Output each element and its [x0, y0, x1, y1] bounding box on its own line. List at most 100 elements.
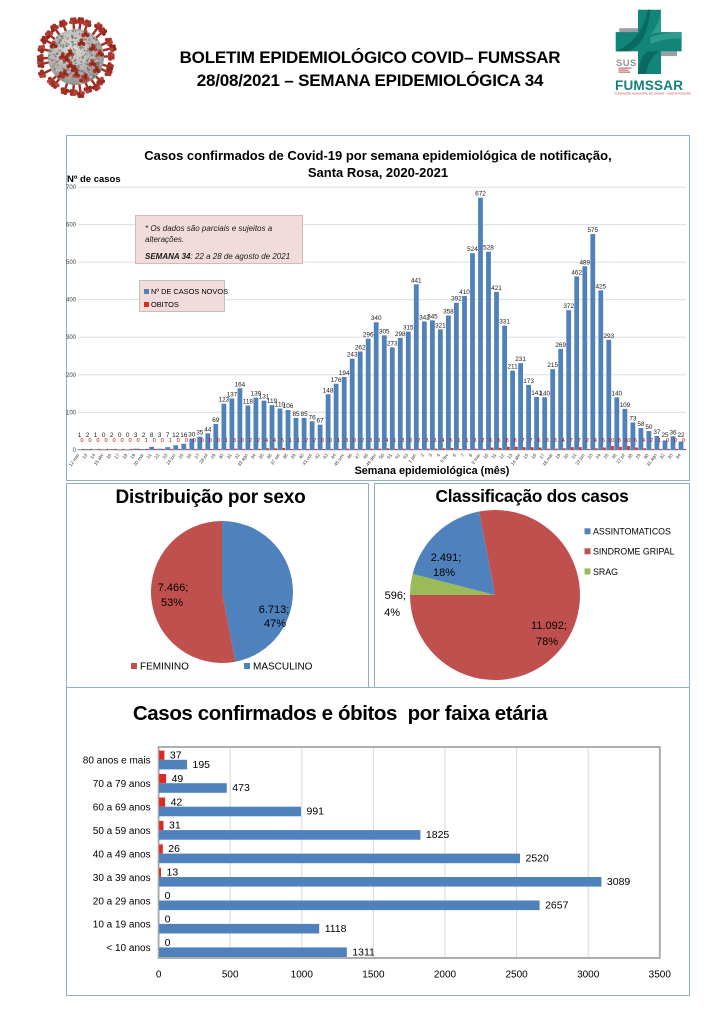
svg-text:1: 1: [337, 438, 340, 444]
svg-text:0: 0: [156, 970, 162, 981]
svg-text:173: 173: [523, 378, 534, 385]
svg-text:7.466;: 7.466;: [158, 582, 189, 594]
svg-text:21: 21: [570, 452, 577, 459]
svg-text:42: 42: [171, 796, 183, 808]
svg-text:0: 0: [682, 438, 685, 444]
svg-text:340: 340: [371, 315, 382, 322]
svg-text:0: 0: [217, 438, 220, 444]
svg-text:8: 8: [468, 452, 474, 457]
svg-text:195: 195: [193, 759, 211, 771]
svg-text:40 a 49 anos: 40 a 49 anos: [93, 849, 151, 860]
svg-text:22: 22: [153, 452, 160, 459]
svg-text:22 jun: 22 jun: [574, 452, 586, 465]
svg-text:35: 35: [196, 430, 204, 437]
svg-text:500: 500: [222, 970, 239, 981]
svg-text:23: 23: [161, 452, 168, 459]
svg-text:4: 4: [562, 438, 565, 444]
svg-text:4: 4: [385, 438, 388, 444]
svg-text:0: 0: [209, 438, 212, 444]
svg-text:3: 3: [546, 438, 549, 444]
svg-text:4%: 4%: [384, 607, 400, 619]
svg-text:33: 33: [667, 452, 674, 459]
svg-text:342: 342: [419, 315, 430, 322]
svg-text:0: 0: [353, 438, 356, 444]
svg-text:6: 6: [452, 452, 458, 457]
svg-text:85: 85: [292, 411, 300, 418]
svg-text:26: 26: [186, 452, 193, 459]
svg-text:< 10 anos: < 10 anos: [106, 943, 150, 954]
svg-text:27: 27: [194, 452, 201, 459]
svg-text:1118: 1118: [325, 923, 347, 935]
svg-text:1000: 1000: [291, 970, 314, 981]
svg-text:20: 20: [562, 452, 569, 459]
svg-text:7: 7: [460, 452, 466, 457]
svg-text:2: 2: [86, 432, 90, 439]
svg-text:13: 13: [167, 867, 179, 879]
svg-text:0: 0: [185, 438, 188, 444]
svg-text:0: 0: [177, 438, 180, 444]
svg-text:176: 176: [331, 377, 342, 384]
svg-text:29: 29: [210, 452, 217, 459]
svg-text:24: 24: [595, 452, 602, 459]
svg-text:11.092;: 11.092;: [531, 620, 567, 632]
svg-text:50 a 59 anos: 50 a 59 anos: [93, 826, 151, 837]
svg-text:24 jun: 24 jun: [165, 452, 177, 465]
svg-text:37 set: 37 set: [270, 452, 282, 466]
svg-text:0: 0: [80, 438, 83, 444]
svg-text:410: 410: [459, 289, 470, 296]
svg-text:3: 3: [369, 438, 372, 444]
svg-text:123: 123: [219, 397, 230, 404]
svg-text:36: 36: [266, 452, 273, 459]
svg-text:215: 215: [547, 362, 558, 369]
svg-text:34: 34: [250, 452, 257, 459]
svg-text:11: 11: [490, 452, 497, 459]
svg-text:25: 25: [603, 452, 610, 459]
svg-text:148: 148: [323, 387, 334, 394]
svg-text:293: 293: [603, 333, 614, 340]
svg-text:0: 0: [409, 438, 412, 444]
svg-text:269: 269: [555, 342, 566, 349]
svg-text:52: 52: [394, 452, 401, 459]
svg-text:25: 25: [178, 452, 185, 459]
svg-text:7: 7: [166, 432, 170, 439]
svg-text:4: 4: [642, 438, 645, 444]
svg-text:321: 321: [435, 322, 446, 329]
svg-text:1: 1: [225, 438, 228, 444]
svg-text:331: 331: [499, 319, 510, 326]
svg-text:3: 3: [377, 438, 380, 444]
svg-text:32: 32: [234, 452, 241, 459]
svg-text:1: 1: [658, 438, 661, 444]
svg-text:296: 296: [363, 332, 374, 339]
svg-text:44: 44: [330, 452, 337, 459]
svg-text:0: 0: [165, 890, 171, 902]
svg-text:1311: 1311: [352, 946, 375, 958]
svg-text:FUNDAÇÃO MUNICIPAL DE SAÚDE -: FUNDAÇÃO MUNICIPAL DE SAÚDE - SANTA ROSA…: [615, 91, 691, 96]
svg-text:7: 7: [522, 438, 525, 444]
svg-text:4: 4: [441, 438, 444, 444]
svg-text:5: 5: [281, 438, 284, 444]
svg-text:1: 1: [145, 438, 148, 444]
svg-text:17: 17: [113, 452, 120, 459]
svg-text:298: 298: [395, 331, 406, 338]
svg-text:0: 0: [241, 438, 244, 444]
svg-text:0: 0: [165, 937, 171, 949]
svg-text:8: 8: [506, 438, 509, 444]
svg-text:0: 0: [201, 438, 204, 444]
svg-text:8: 8: [514, 438, 517, 444]
svg-text:1500: 1500: [362, 970, 385, 981]
svg-text:106: 106: [283, 403, 294, 410]
svg-text:0: 0: [105, 438, 108, 444]
svg-text:31: 31: [226, 452, 233, 459]
svg-text:315: 315: [403, 325, 414, 332]
svg-text:473: 473: [232, 782, 250, 794]
svg-text:400: 400: [66, 298, 77, 304]
svg-text:9 mar: 9 mar: [470, 452, 481, 465]
svg-text:76: 76: [309, 414, 317, 421]
svg-text:13: 13: [506, 452, 513, 459]
svg-text:16: 16: [180, 432, 188, 439]
svg-text:19: 19: [129, 452, 136, 459]
svg-text:425: 425: [595, 283, 606, 290]
svg-text:10: 10: [608, 438, 614, 444]
svg-text:109: 109: [620, 402, 631, 409]
svg-text:1 jan: 1 jan: [407, 452, 417, 463]
